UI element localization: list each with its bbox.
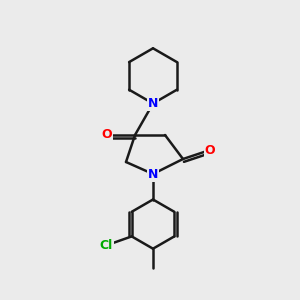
Text: O: O [205,143,215,157]
Text: O: O [101,128,112,142]
Text: Cl: Cl [100,239,113,252]
Text: N: N [148,97,158,110]
Text: N: N [148,167,158,181]
